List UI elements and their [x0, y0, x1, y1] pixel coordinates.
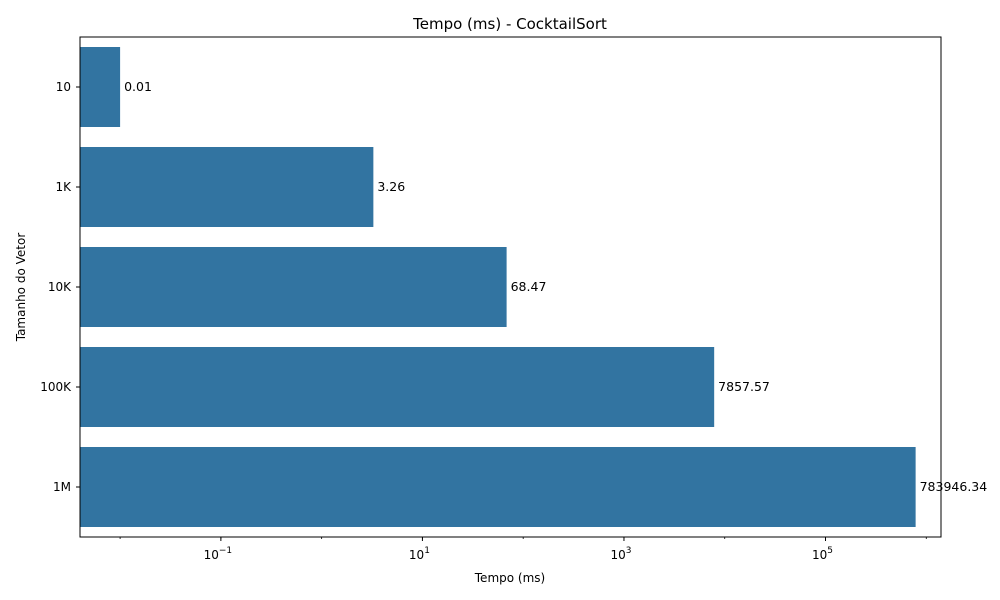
x-axis-ticks: 10−1 101 103 105	[119, 537, 927, 562]
y-axis-label: Tamanho do Vetor	[14, 233, 28, 343]
x-tick-label: 105	[812, 546, 833, 562]
y-tick-label: 100K	[40, 380, 72, 394]
y-axis-ticks: 10 1K 10K 100K 1M	[40, 80, 80, 494]
bars-layer	[80, 47, 916, 527]
data-label: 3.26	[377, 179, 405, 194]
bar-10	[80, 47, 121, 127]
bar-1K	[80, 147, 374, 227]
data-label: 783946.34	[920, 479, 988, 494]
bar-10K	[80, 247, 507, 327]
y-tick-label: 1K	[55, 180, 72, 194]
bar-1M	[80, 447, 916, 527]
bar-100K	[80, 347, 715, 427]
y-tick-label: 10	[56, 80, 71, 94]
chart-title: Tempo (ms) - CocktailSort	[412, 15, 607, 33]
x-tick-label: 103	[610, 546, 631, 562]
data-labels: 0.01 3.26 68.47 7857.57 783946.34	[124, 79, 987, 494]
y-tick-label: 10K	[48, 280, 72, 294]
x-tick-label: 101	[409, 546, 430, 562]
data-label: 0.01	[124, 79, 152, 94]
y-tick-label: 1M	[53, 480, 71, 494]
data-label: 7857.57	[718, 379, 770, 394]
x-axis-label: Tempo (ms)	[474, 571, 545, 585]
data-label: 68.47	[511, 279, 547, 294]
x-tick-label: 10−1	[204, 546, 233, 562]
